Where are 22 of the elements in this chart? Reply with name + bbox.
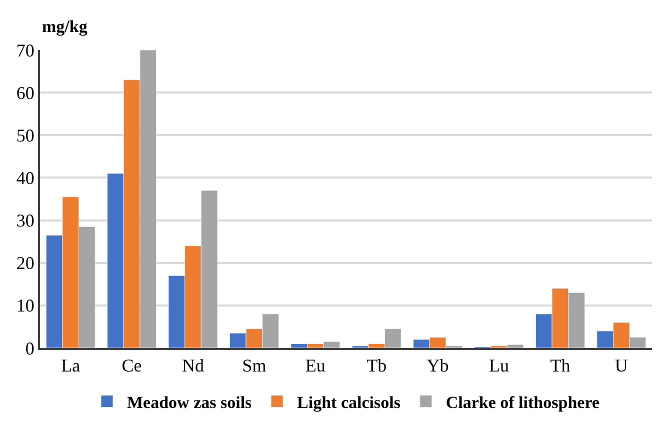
y-tick-label: 60	[16, 82, 34, 103]
legend-label: Clarke of lithosphere	[446, 392, 600, 412]
x-tick-label: Lu	[489, 356, 509, 376]
legend-label: Light calcisols	[297, 392, 401, 412]
x-tick-label: La	[61, 356, 80, 376]
x-tick-label: Sm	[242, 356, 266, 376]
y-tick-label: 10	[16, 296, 34, 316]
y-tick-label: 40	[16, 168, 34, 188]
y-tick-label: 30	[16, 210, 34, 231]
y-tick-label: 50	[16, 125, 34, 146]
x-tick-label: Ce	[122, 356, 142, 376]
x-tick-label: Eu	[305, 356, 326, 376]
x-tick-label: Nd	[182, 356, 204, 376]
x-tick-label: Th	[550, 356, 570, 376]
y-axis-title: mg/kg	[42, 17, 88, 36]
legend-label: Meadow zas soils	[127, 392, 252, 412]
y-tick-label: 0	[25, 338, 34, 358]
y-tick-label: 20	[16, 253, 34, 274]
y-tick-label: 70	[16, 40, 34, 60]
x-tick-label: Tb	[366, 356, 387, 376]
x-tick-label: Yb	[426, 356, 449, 376]
x-tick-label: U	[614, 356, 628, 376]
